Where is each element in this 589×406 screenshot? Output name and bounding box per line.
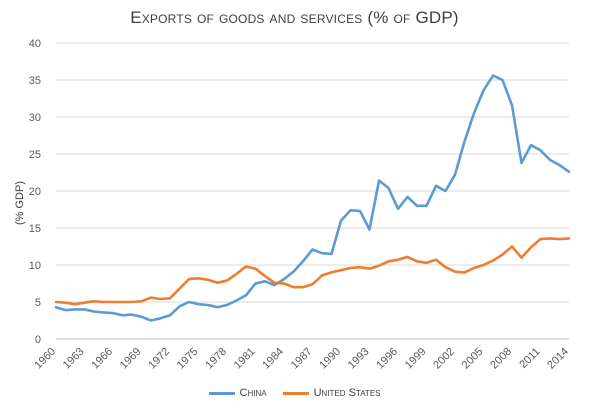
y-tick-label: 30	[29, 112, 41, 124]
x-tick-label: 1984	[260, 346, 286, 372]
x-tick-label: 1987	[289, 346, 315, 372]
x-tick-label: 1993	[346, 346, 372, 372]
x-tick-label: 1960	[32, 346, 58, 372]
x-tick-label: 1963	[61, 346, 87, 372]
x-tick-label: 2002	[431, 346, 457, 372]
legend-swatch-china	[208, 391, 235, 395]
x-tick-label: 1981	[232, 346, 258, 372]
y-tick-label: 10	[29, 260, 41, 272]
x-tick-label: 1966	[89, 346, 115, 372]
legend-item-united-states: United States	[282, 387, 381, 399]
y-tick-label: 15	[29, 223, 41, 235]
series-line-china	[54, 74, 571, 322]
legend-label-united-states: United States	[313, 387, 381, 399]
x-tick-label: 2014	[545, 346, 571, 372]
y-tick-label: 0	[35, 334, 41, 346]
y-tick-label: 20	[29, 186, 41, 198]
y-tick-label: 25	[29, 149, 41, 161]
x-tick-label: 1975	[175, 346, 201, 372]
x-tick-label: 1999	[403, 346, 429, 372]
legend: China United States	[0, 387, 589, 399]
x-tick-label: 1969	[118, 346, 144, 372]
series-line-united-states	[54, 237, 571, 306]
x-tick-label: 1978	[203, 346, 229, 372]
chart-title: Exports of goods and services (% of GDP)	[130, 8, 459, 27]
x-tick-label: 2005	[460, 346, 486, 372]
x-tick-label: 2011	[517, 346, 542, 371]
legend-item-china: China	[208, 387, 267, 399]
x-tick-label: 1972	[146, 346, 172, 372]
x-tick-label: 1996	[374, 346, 400, 372]
y-tick-label: 5	[35, 297, 41, 309]
legend-label-china: China	[239, 387, 267, 399]
x-tick-label: 2008	[488, 346, 514, 372]
x-tick-label: 1990	[317, 346, 343, 372]
y-tick-label: 35	[29, 75, 41, 87]
legend-swatch-united-states	[282, 391, 309, 395]
y-tick-label: 40	[29, 38, 41, 50]
